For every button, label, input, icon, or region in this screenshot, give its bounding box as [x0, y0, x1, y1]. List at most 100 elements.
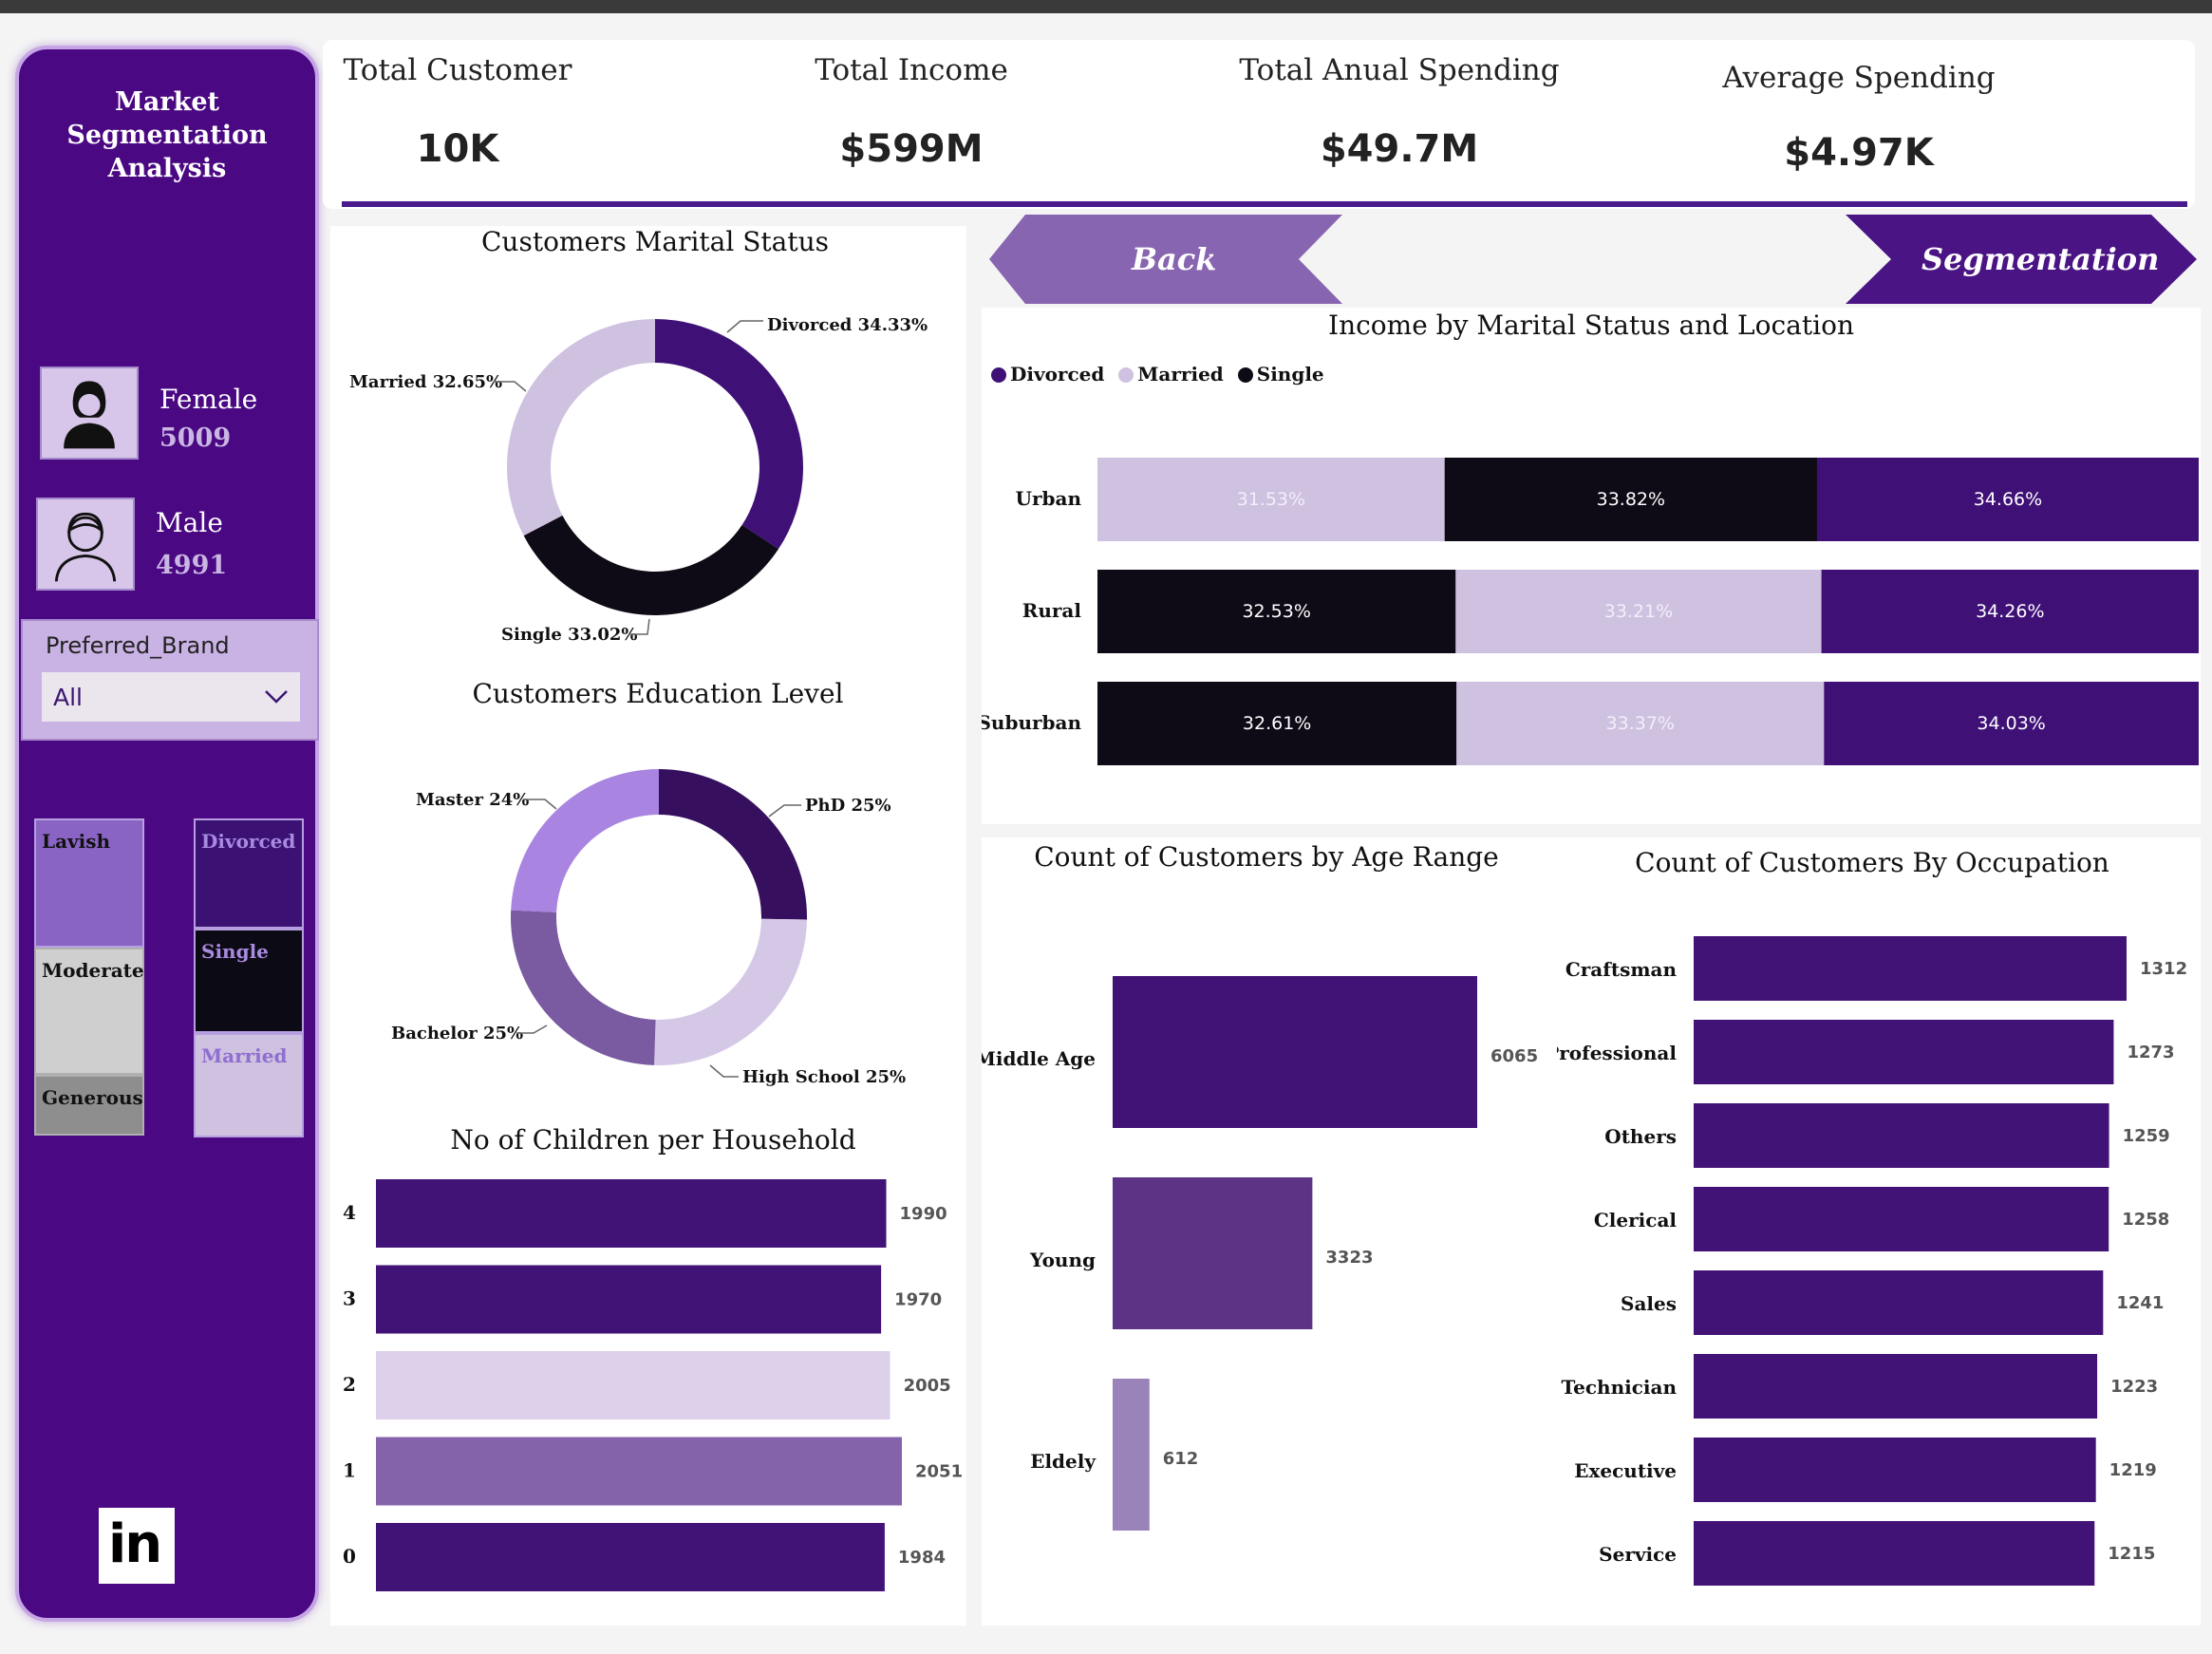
occupation-bar-service[interactable] [1694, 1521, 2095, 1586]
occupation-value-label: 1219 [2109, 1460, 2157, 1480]
kpi-total-annual-spending-label: Total Anual Spending [1239, 53, 1560, 87]
age-range-title: Count of Customers by Age Range [1034, 841, 1499, 873]
children-bar-1[interactable] [376, 1437, 902, 1506]
legend-dot-single [1237, 367, 1253, 383]
linkedin-icon[interactable]: in [99, 1508, 175, 1584]
donut-slice-phd[interactable] [659, 769, 807, 920]
segment-urban-divorced[interactable] [1816, 458, 2199, 541]
donut-slice-high-school[interactable] [654, 918, 807, 1065]
children-axis-label: 3 [343, 1287, 356, 1310]
children-bar-2[interactable] [376, 1351, 890, 1419]
children-bar-4[interactable] [376, 1179, 887, 1248]
kpi-total-income-label: Total Income [815, 53, 1008, 87]
donut-slice-married[interactable] [507, 319, 655, 536]
tile-lavish-label: Lavish [42, 830, 111, 853]
age-axis-label: Eldely [1030, 1450, 1097, 1473]
tile-generous-label: Generous [42, 1086, 143, 1109]
kpi-average-spending-value: $4.97K [1784, 131, 1934, 175]
tile-generous[interactable]: Generous [34, 1075, 144, 1136]
label-bachelor: Bachelor 25% [391, 1024, 523, 1043]
occupation-value-label: 1273 [2127, 1043, 2174, 1062]
age-value-label: 3323 [1325, 1248, 1373, 1268]
segment-urban-single[interactable] [1444, 458, 1817, 541]
children-axis-label: 2 [343, 1373, 356, 1396]
age-bar-eldely[interactable] [1113, 1379, 1150, 1531]
label-high-school: High School 25% [742, 1067, 906, 1087]
tile-married[interactable]: Married [194, 1033, 304, 1137]
label-divorced: Divorced 34.33% [767, 315, 928, 335]
segment-label: 34.26% [1976, 601, 2044, 622]
donut-slice-divorced[interactable] [655, 319, 803, 550]
segmentation-button[interactable] [1846, 215, 2197, 304]
occupation-chart: Craftsman 1312 Professional 1273 Others 1259 C… [1557, 936, 2187, 1586]
legend-divorced: Divorced [991, 363, 1104, 385]
segment-label: 34.66% [1974, 489, 2042, 510]
slicer-label: Preferred_Brand [46, 632, 230, 659]
kpi-strip: Total Customer 10K Total Income $599M To… [323, 40, 2195, 209]
occupation-value-label: 1223 [2110, 1377, 2158, 1397]
donut-slice-master[interactable] [511, 769, 659, 912]
occupation-value-label: 1215 [2108, 1544, 2155, 1564]
age-bar-young[interactable] [1113, 1177, 1313, 1329]
legend-married: Married [1118, 363, 1224, 385]
segment-suburban-married[interactable] [1456, 682, 1825, 765]
segment-label: 31.53% [1237, 489, 1305, 510]
tile-divorced-label: Divorced [201, 830, 296, 853]
occupation-bar-craftsman[interactable] [1694, 936, 2127, 1001]
occupation-bar-clerical[interactable] [1694, 1187, 2109, 1251]
marital-status-donut: Divorced 34.33% Married 32.65% Single 33… [349, 315, 928, 645]
donut-slice-single[interactable] [523, 515, 778, 615]
preferred-brand-slicer: Preferred_Brand All [21, 619, 319, 741]
children-value-label: 1990 [900, 1204, 947, 1224]
children-bar-3[interactable] [376, 1265, 882, 1334]
segment-rural-married[interactable] [1455, 570, 1822, 653]
education-level-title: Customers Education Level [472, 678, 844, 709]
occupation-axis-label: Clerical [1594, 1209, 1678, 1231]
legend-dot-married [1118, 367, 1134, 383]
chevron-down-icon [265, 690, 288, 704]
tile-single[interactable]: Single [194, 929, 304, 1033]
segment-urban-married[interactable] [1097, 458, 1445, 541]
segment-rural-single[interactable] [1097, 570, 1456, 653]
age-bar-middle-age[interactable] [1113, 976, 1477, 1128]
occupation-value-label: 1241 [2116, 1293, 2164, 1313]
tile-divorced[interactable]: Divorced [194, 818, 304, 929]
segment-rural-divorced[interactable] [1821, 570, 2199, 653]
female-count: 5009 [159, 423, 232, 453]
label-phd: PhD 25% [805, 796, 891, 816]
occupation-bar-executive[interactable] [1694, 1438, 2096, 1502]
occupation-value-label: 1259 [2123, 1126, 2170, 1146]
occupation-axis-label: Sales [1621, 1292, 1677, 1315]
occupation-axis-label: Professional [1557, 1042, 1677, 1064]
children-axis-label: 4 [343, 1201, 356, 1224]
children-per-household-title: No of Children per Household [450, 1124, 856, 1156]
tile-moderate-label: Moderate [42, 959, 144, 982]
kpi-divider-line [342, 201, 2187, 207]
children-axis-label: 1 [343, 1459, 356, 1482]
children-bar-0[interactable] [376, 1523, 885, 1591]
occupation-bar-technician[interactable] [1694, 1354, 2098, 1419]
segmentation-button-label-wrap[interactable]: Segmentation [1846, 215, 2197, 304]
back-button-label-wrap[interactable]: Back [989, 215, 1342, 304]
label-married: Married 32.65% [349, 372, 502, 392]
occupation-bar-professional[interactable] [1694, 1020, 2114, 1084]
kpi-total-customer-label: Total Customer [343, 53, 572, 87]
preferred-brand-dropdown[interactable]: All [42, 672, 300, 722]
children-value-label: 2051 [915, 1462, 963, 1482]
segment-suburban-single[interactable] [1097, 682, 1457, 765]
donut-slice-bachelor[interactable] [511, 910, 656, 1065]
occupation-bar-others[interactable] [1694, 1103, 2109, 1168]
segmentation-button-label: Segmentation [1921, 241, 2160, 277]
occupation-axis-label: Craftsman [1565, 958, 1678, 981]
occupation-axis-label: Executive [1574, 1459, 1677, 1482]
tile-moderate[interactable]: Moderate [34, 948, 144, 1075]
tile-lavish[interactable]: Lavish [34, 818, 144, 948]
education-level-donut: PhD 25% Master 24% Bachelor 25% High Sch… [391, 769, 906, 1087]
back-button[interactable] [989, 215, 1342, 304]
segment-suburban-divorced[interactable] [1824, 682, 2199, 765]
children-value-label: 2005 [904, 1376, 951, 1396]
occupation-bar-sales[interactable] [1694, 1270, 2104, 1335]
male-icon [36, 498, 135, 591]
male-count: 4991 [156, 551, 228, 580]
kpi-average-spending-label: Average Spending [1722, 61, 1996, 95]
